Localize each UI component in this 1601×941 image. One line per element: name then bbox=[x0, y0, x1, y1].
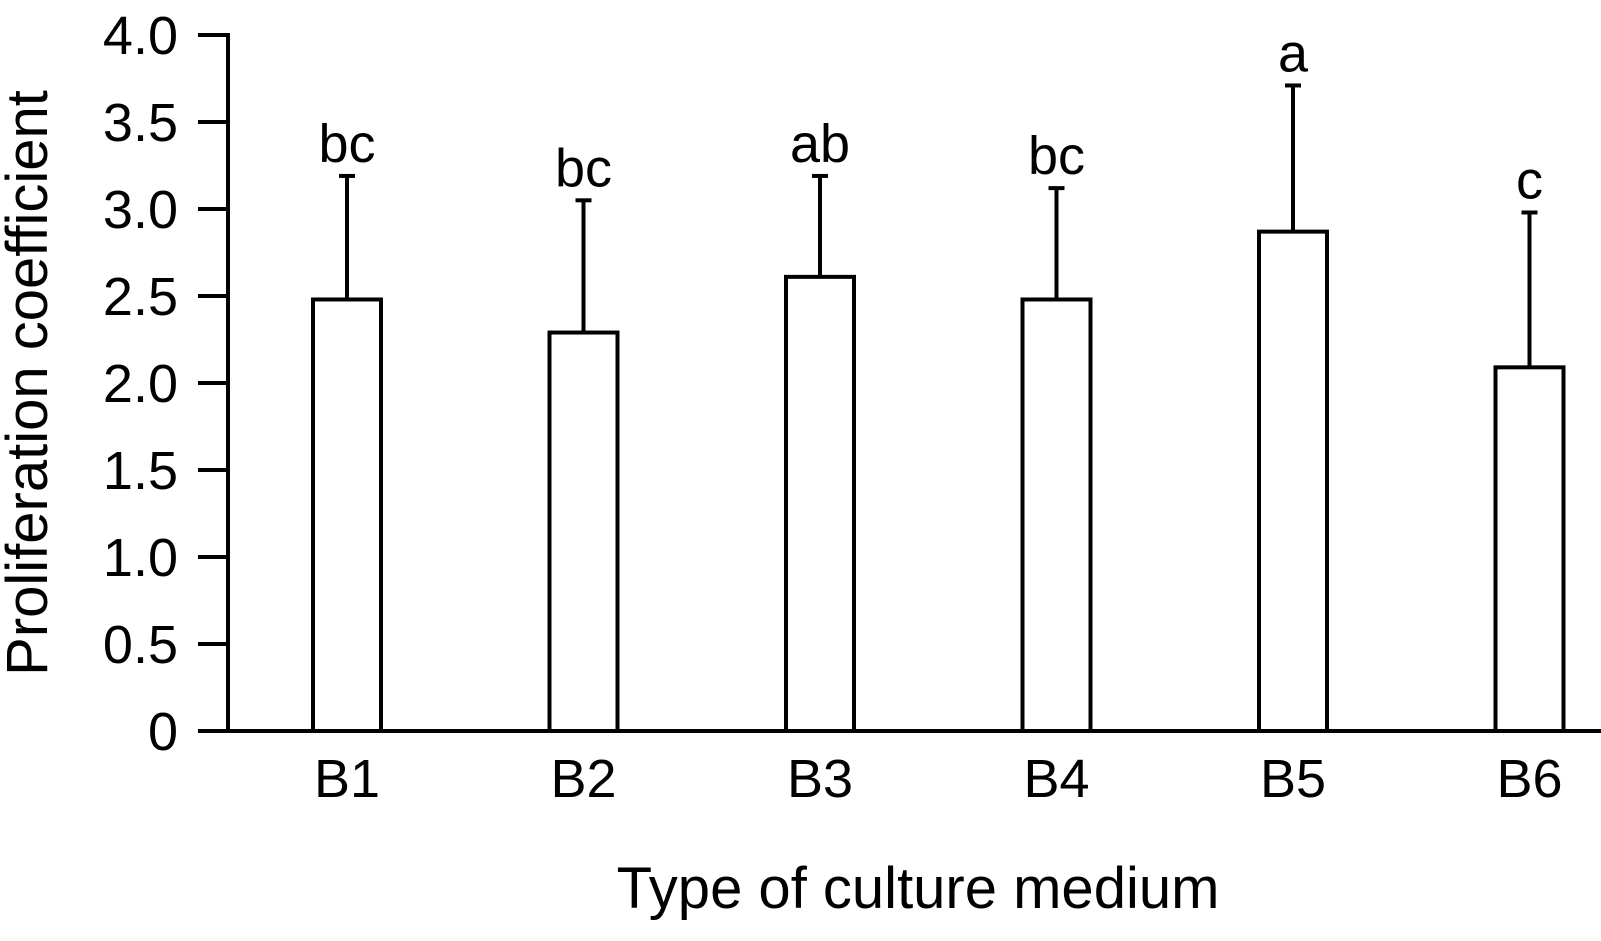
x-tick-label: B4 bbox=[1023, 749, 1089, 809]
y-tick-label: 2.0 bbox=[103, 354, 178, 414]
significance-label: c bbox=[1516, 150, 1543, 210]
x-axis-ticks: B1 B2 B3 B4 B5 B6 bbox=[314, 749, 1563, 809]
y-tick-label: 4.0 bbox=[103, 6, 178, 66]
x-tick-label: B1 bbox=[314, 749, 380, 809]
y-tick-label: 3.5 bbox=[103, 93, 178, 153]
y-tick-label: 3.0 bbox=[103, 180, 178, 240]
y-axis-ticks: 0 0.5 1.0 1.5 2.0 2.5 3.0 3.5 4.0 bbox=[103, 6, 228, 762]
x-axis-title: Type of culture medium bbox=[617, 856, 1220, 921]
bar-b6 bbox=[1493, 365, 1566, 733]
bars: bc bc ab bc a c bbox=[311, 23, 1566, 733]
bar-b4 bbox=[1020, 297, 1093, 733]
y-tick-label: 0.5 bbox=[103, 615, 178, 675]
bar-b5 bbox=[1257, 229, 1329, 733]
x-tick-label: B6 bbox=[1496, 749, 1562, 809]
bar-b1 bbox=[311, 297, 383, 733]
x-tick-label: B2 bbox=[550, 749, 616, 809]
y-axis-title: Proliferation coefficient bbox=[0, 90, 60, 676]
bar-b2 bbox=[547, 330, 620, 733]
significance-label: bc bbox=[1028, 126, 1085, 186]
significance-label: bc bbox=[555, 138, 612, 198]
x-tick-label: B5 bbox=[1260, 749, 1326, 809]
y-tick-label: 2.5 bbox=[103, 267, 178, 327]
y-tick-label: 1.5 bbox=[103, 441, 178, 501]
y-tick-label: 0 bbox=[148, 702, 178, 762]
x-tick-label: B3 bbox=[787, 749, 853, 809]
significance-label: a bbox=[1278, 23, 1309, 83]
significance-label: ab bbox=[790, 114, 850, 174]
significance-label: bc bbox=[318, 114, 375, 174]
y-tick-label: 1.0 bbox=[103, 528, 178, 588]
bar-b3 bbox=[784, 274, 856, 733]
